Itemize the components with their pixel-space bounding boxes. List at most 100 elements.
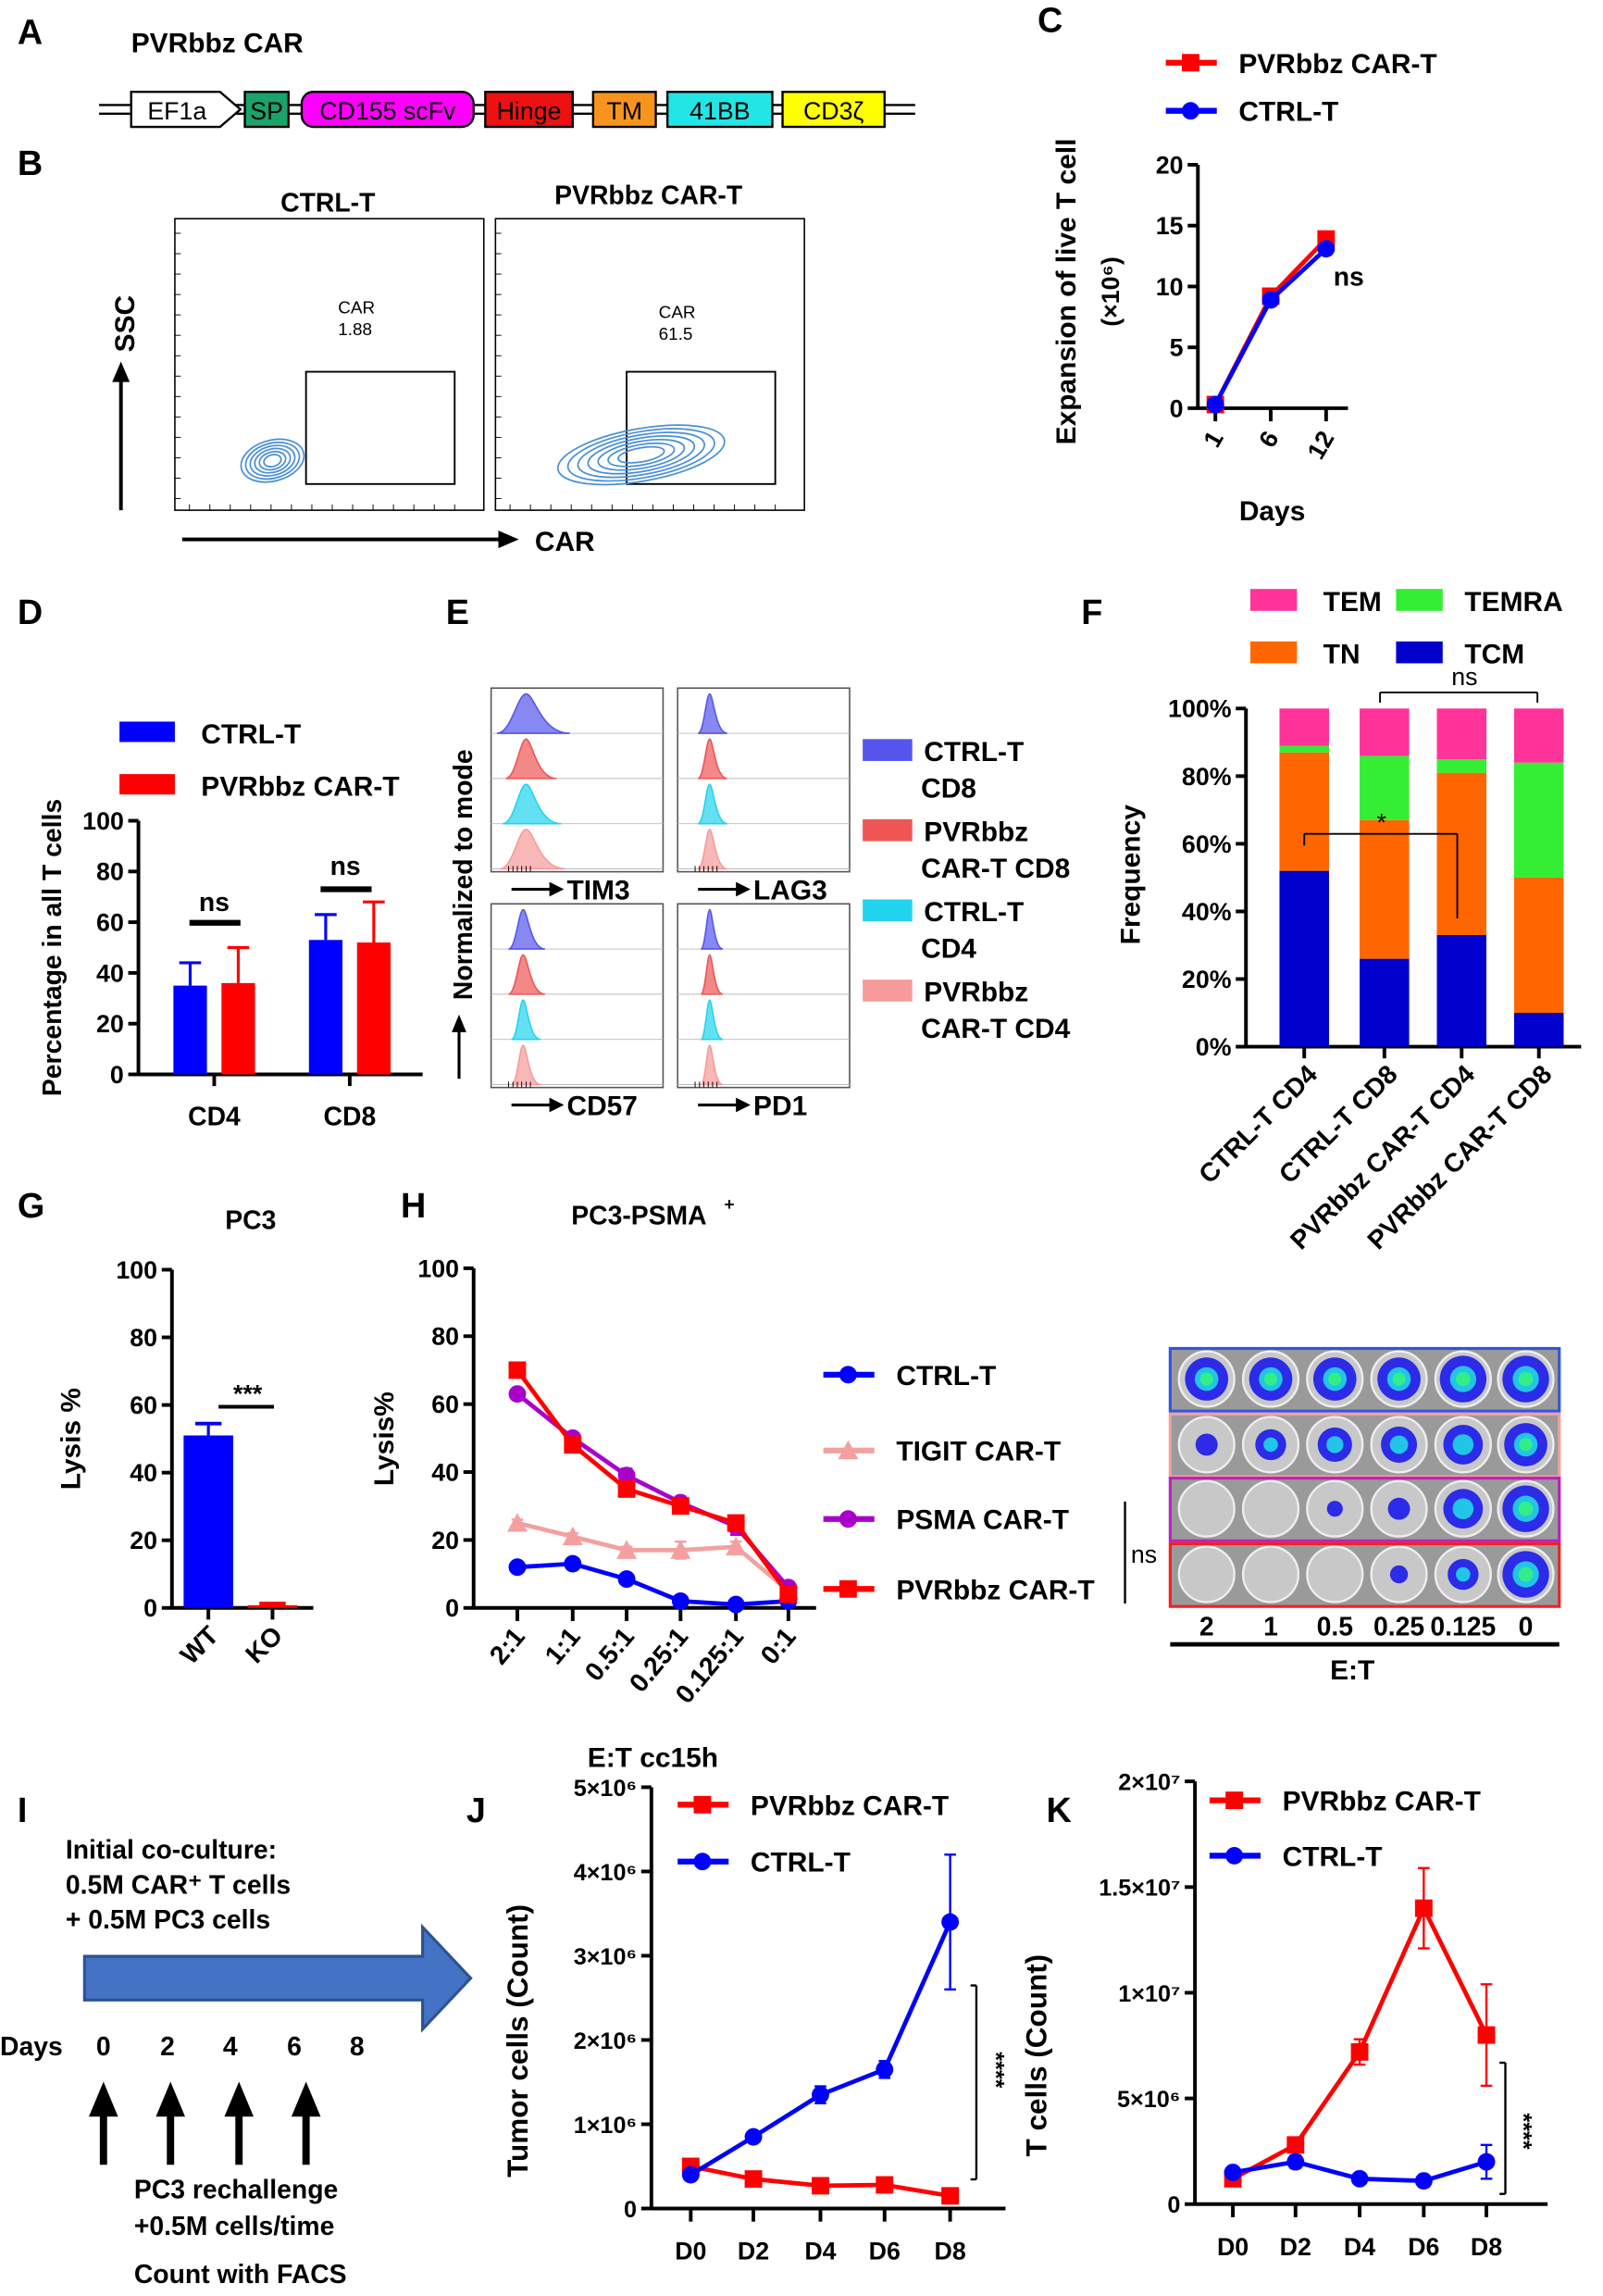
legend-marker [1225,1791,1244,1810]
legend-swatch [1249,589,1298,611]
x-tick-label: 6 [1253,426,1284,452]
arrow-right-icon [549,1097,565,1113]
panel-label-f: F [1081,593,1102,632]
data-point [562,1526,583,1546]
day-label: 2 [160,2032,175,2062]
data-point [681,2165,700,2184]
stacked-segment-temra [1436,759,1487,773]
y-tick-label: 2×10⁷ [1118,1770,1180,1796]
y-tick-label: 60 [130,1391,157,1419]
contour-line [587,435,696,475]
luminescence-signal [1389,1565,1409,1584]
flow-plot-title: CTRL-T [280,188,375,218]
legend-label: PVRbbz CAR-T [896,1575,1094,1605]
contour-line [249,444,296,477]
luminescence-signal [1518,1501,1534,1516]
luminescence-signal [1455,1371,1471,1387]
stacked-segment-tcm [1279,870,1329,1047]
y-tick-label: 0% [1196,1033,1232,1061]
legend-label: CD4 [921,934,976,965]
construct-label: 41BB [690,97,750,125]
legend-label: PVRbbz CAR-T [1283,1787,1481,1817]
panel-label-d: D [18,593,43,632]
flow-plot-frame [494,218,805,511]
chart-title: PC3 [225,1205,276,1235]
data-point [812,2086,829,2104]
legend-label: CAR-T CD8 [921,854,1070,884]
series-line-0 [516,1561,789,1607]
x-axis-label: Days [1239,496,1305,527]
contour-line [617,445,665,464]
series-line-1 [690,1921,952,2177]
x-tick-label: D4 [1344,2233,1375,2261]
contour-line [240,438,305,483]
promoter-element [130,91,242,129]
legend-label: CTRL-T [1283,1841,1383,1872]
panel-label-h: H [401,1187,426,1226]
construct-label: SP [250,97,283,125]
x-tick-label: 1:1 [540,1622,587,1670]
bar [221,982,255,1075]
x-tick-label: 2:1 [484,1622,531,1670]
data-point [1414,1899,1433,1917]
y-tick-label: 1×10⁷ [1118,1981,1180,2007]
flow-plot-frame [174,218,485,511]
significance-label: **** [1510,2113,1536,2149]
y-axis-unit: (×10⁶) [1097,256,1125,327]
y-tick-label: 1.5×10⁷ [1099,1876,1180,1902]
y-axis-label: Lysis % [56,1388,87,1490]
data-point [744,2170,763,2189]
legend-swatch [863,899,913,922]
x-tick-label: 1 [1198,426,1228,452]
stacked-segment-tn [1513,877,1564,1014]
x-tick-label: D0 [675,2238,706,2265]
ratio-label: 0.5 [1317,1613,1353,1642]
data-point [1206,395,1224,414]
legend-label: TCM [1464,639,1524,669]
construct-label: EF1a [147,97,206,125]
histogram-peak [510,999,541,1041]
y-axis-label: Frequency [1115,805,1146,945]
data-point [508,1558,527,1577]
bar [173,985,207,1075]
x-tick-label: D2 [738,2238,769,2265]
data-point [779,1585,798,1603]
stacked-segment-tem [1360,708,1410,756]
arrow-right-icon [549,881,565,897]
contour-line [556,424,726,486]
gate-value: 1.88 [338,320,372,340]
luminescence-signal [1452,1498,1474,1520]
schema-text: Initial co-culture: [66,1836,277,1866]
luminescence-signal [1387,1497,1410,1520]
histogram-frame [490,903,665,1089]
y-tick-label: 40% [1182,898,1232,926]
luminescence-signal [1452,1434,1474,1455]
well [1241,1545,1300,1603]
significance-label: ns [1131,1541,1157,1568]
histogram-frame [490,687,665,873]
legend-label: CTRL-T [896,1361,996,1391]
luminescence-signal [1519,1438,1533,1452]
luminescence-signal [1456,1566,1471,1582]
stacked-segment-tcm [1436,935,1487,1047]
y-tick-label: 10 [1156,273,1184,301]
legend-label: PVRbbz CAR-T [751,1791,949,1821]
series-line-3 [516,1368,790,1596]
y-tick-label: 1×10⁶ [574,2113,637,2139]
histogram-peak [700,1044,724,1086]
y-tick-label: 0 [445,1594,459,1622]
histogram-frame [677,687,851,873]
legend-marker [693,1795,712,1814]
arrow-up-icon [155,2081,185,2117]
significance-label: ns [1334,263,1364,293]
histogram-peak [508,954,546,995]
arrow-right-icon [736,881,751,897]
stacked-segment-tem [1436,708,1487,760]
ratio-label: 2 [1199,1613,1214,1642]
construct-label: TM [606,97,642,125]
stacked-segment-temra [1360,755,1410,820]
data-point [1286,2136,1305,2154]
contour-line [244,441,301,480]
days-label: Days [0,2032,63,2062]
